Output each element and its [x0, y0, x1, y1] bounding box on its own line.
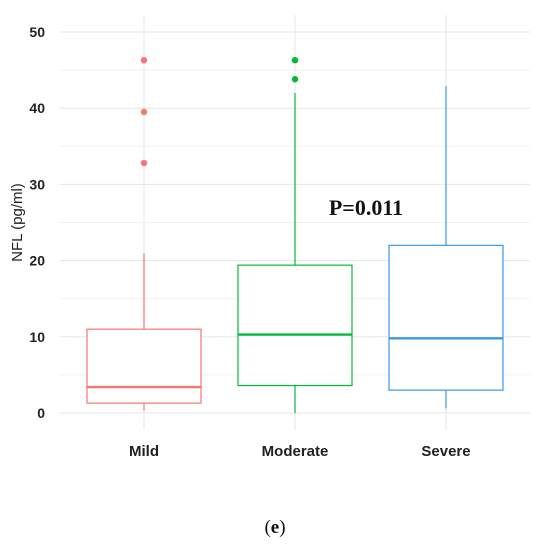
outlier-point	[140, 56, 148, 64]
iqr-box	[86, 328, 202, 404]
iqr-box	[237, 264, 353, 387]
x-tick-label: Severe	[421, 443, 470, 460]
outlier-point	[291, 56, 299, 64]
box-severe	[388, 86, 504, 409]
y-tick-label: 20	[29, 253, 45, 269]
box-moderate	[237, 56, 353, 413]
x-tick-labels: Mild Moderate Severe	[129, 443, 471, 460]
box-mild	[86, 56, 202, 411]
x-tick-label: Mild	[129, 443, 159, 460]
y-tick-label: 50	[29, 24, 45, 40]
x-tick-label: Moderate	[262, 443, 329, 460]
outlier-point	[140, 159, 148, 167]
y-tick-label: 0	[37, 405, 45, 421]
y-tick-labels: 0 10 20 30 40 50	[29, 24, 45, 421]
y-tick-label: 30	[29, 176, 45, 192]
caption-close-paren: )	[279, 517, 285, 538]
box-series	[86, 56, 504, 413]
y-axis-label: NFL (pg/ml)	[9, 183, 26, 262]
outlier-point	[291, 76, 299, 83]
p-value-annotation: P=0.011	[329, 195, 403, 220]
caption-letter: e	[271, 517, 279, 538]
y-tick-label: 10	[29, 329, 45, 345]
figure-caption: (e)	[264, 517, 285, 538]
outlier-point	[140, 108, 148, 116]
iqr-box	[388, 244, 504, 391]
caption-open-paren: (	[264, 517, 270, 538]
y-tick-label: 40	[29, 100, 45, 116]
